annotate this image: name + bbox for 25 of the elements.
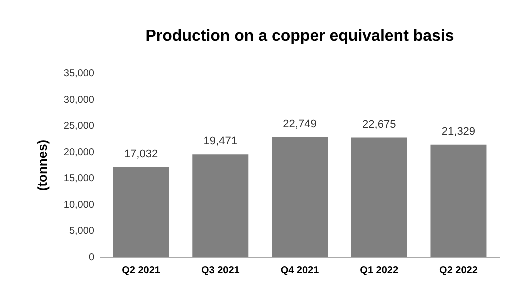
bar — [351, 138, 408, 257]
x-tick-label: Q3 2021 — [201, 266, 240, 276]
y-tick-label: 5,000 — [69, 226, 95, 238]
x-tick-label: Q4 2021 — [280, 266, 320, 276]
y-axis-title: (tonnes) — [34, 140, 50, 192]
data-label: 19,471 — [204, 136, 238, 148]
y-tick-label: 10,000 — [64, 200, 95, 211]
x-tick-label: Q2 2021 — [122, 266, 161, 276]
bar — [430, 144, 487, 257]
data-label: 22,675 — [362, 118, 396, 131]
bar — [192, 154, 249, 257]
bar — [113, 167, 170, 257]
y-tick-label: 15,000 — [64, 174, 95, 185]
y-tick-label: 35,000 — [64, 68, 95, 80]
x-tick-label: Q2 2022 — [440, 266, 478, 276]
data-label: 17,032 — [124, 148, 158, 160]
y-tick-label: 0 — [88, 252, 95, 264]
y-tick-label: 30,000 — [64, 94, 95, 106]
chart-title: Production on a copper equivalent basis — [146, 28, 454, 45]
x-tick-label: Q1 2022 — [360, 266, 399, 276]
data-label: 22,749 — [283, 118, 317, 130]
y-tick-label: 25,000 — [64, 121, 95, 132]
data-label: 21,329 — [442, 126, 476, 138]
bar — [272, 137, 328, 257]
y-tick-label: 20,000 — [64, 147, 95, 158]
